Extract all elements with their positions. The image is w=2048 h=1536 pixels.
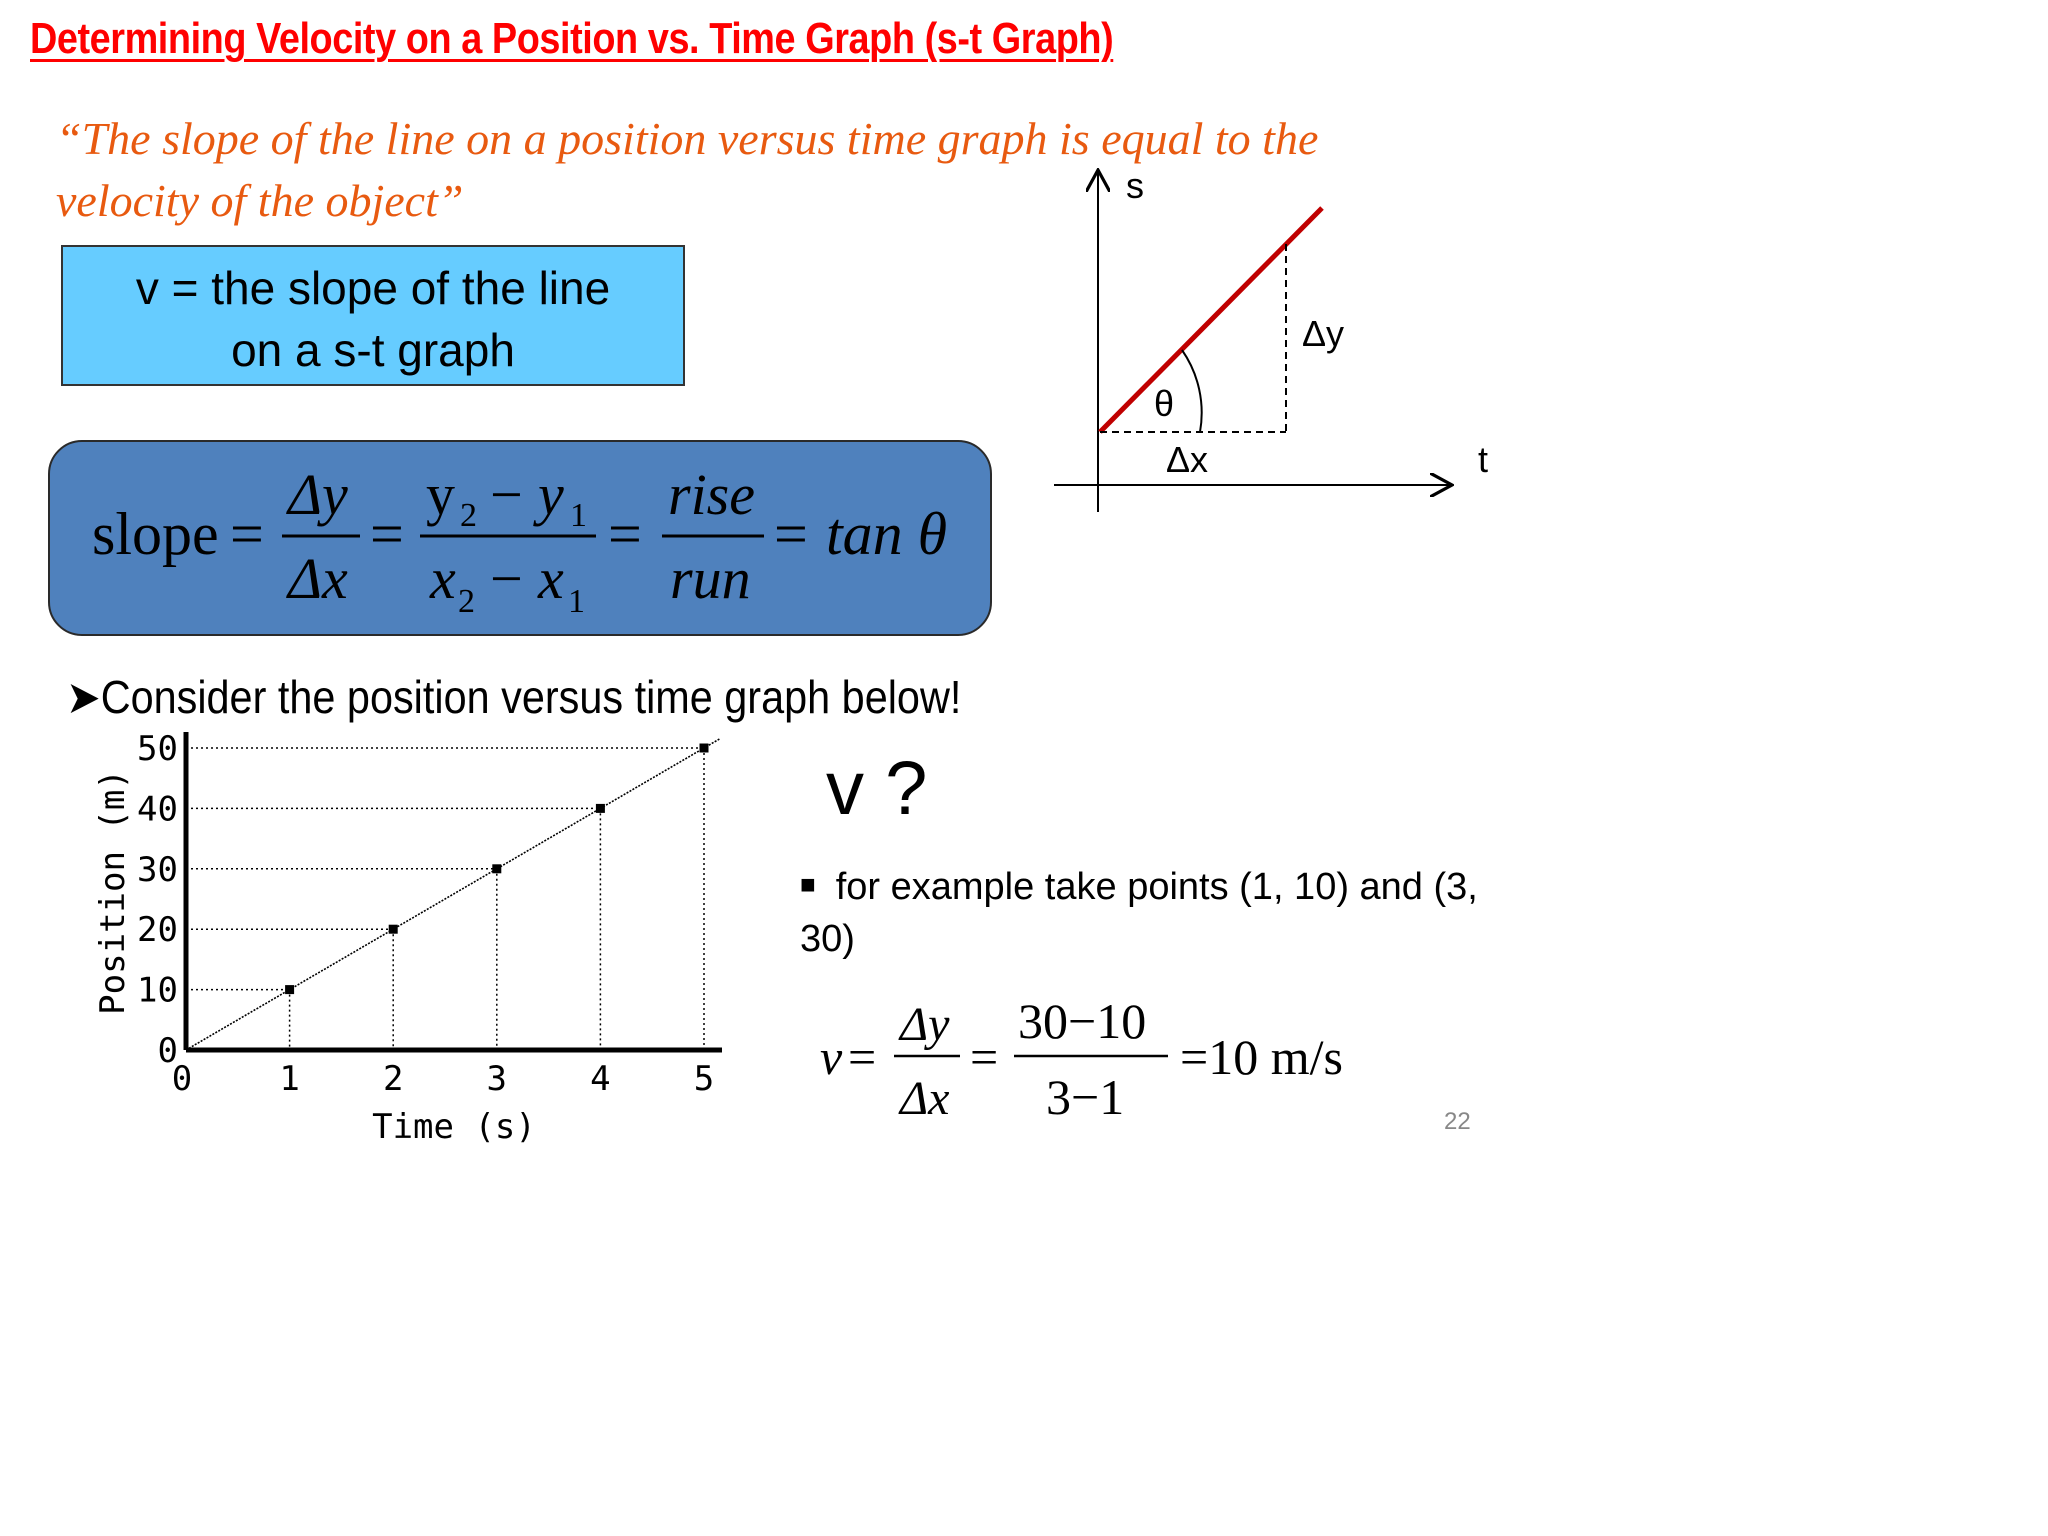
chart-point-4: [595, 803, 605, 813]
formula-delta-x: Δx: [286, 546, 348, 611]
formula-minus-2: −: [490, 546, 523, 611]
calc-delta-y: Δy: [898, 998, 950, 1051]
formula-x1-sub: 1: [568, 583, 585, 620]
slope-quote: “The slope of the line on a position ver…: [56, 113, 1319, 226]
formula-y1: y: [533, 462, 564, 527]
y-tick-label-0: 0: [158, 1031, 178, 1071]
s-axis-label: s: [1126, 165, 1144, 206]
formula-run: run: [670, 546, 751, 611]
consider-text: Consider the position versus time graph …: [100, 671, 962, 723]
theta-label: θ: [1154, 383, 1174, 424]
y-tick-label-30: 30: [137, 850, 178, 890]
formula-x2: x: [429, 546, 456, 611]
y-tick-label-40: 40: [137, 789, 178, 829]
formula-delta-y: Δy: [286, 462, 348, 527]
square-bullet-icon: ■: [800, 869, 816, 899]
velocity-calculation: v = Δy Δx = 30−10 3−1 =10 m/s: [820, 993, 1343, 1125]
x-tick-label-2: 2: [383, 1059, 403, 1099]
chart-point-1: [285, 985, 295, 995]
formula-equals-1: =: [230, 501, 264, 567]
formula-y2-sub: 2: [460, 497, 477, 534]
calc-equals-1: =: [848, 1029, 876, 1085]
slope-formula-box: slope = Δy Δx = y 2 − y 1 x 2 − x 1 = ri…: [48, 440, 992, 636]
delta-y-label: Δy: [1302, 313, 1344, 354]
chart-point-5: [699, 743, 709, 753]
arrow-bullet-icon: ➤: [66, 671, 101, 723]
calc-result: =10 m/s: [1180, 1029, 1343, 1085]
example-bullet: ■ for example take points (1, 10) and (3,…: [800, 858, 1480, 965]
formula-slope-word: slope: [92, 501, 219, 567]
calc-v: v: [820, 1029, 843, 1085]
x-tick-label-3: 3: [487, 1059, 507, 1099]
velocity-question: v ?: [826, 746, 928, 831]
x-tick-label-5: 5: [694, 1059, 714, 1099]
formula-y2: y: [426, 462, 455, 527]
slope-line: [1098, 206, 1324, 434]
chart-y-tick-labels: 0 10 20 30 40 50: [137, 729, 178, 1071]
t-axis-label: t: [1478, 439, 1488, 480]
theta-arc: [1181, 349, 1203, 433]
chart-point-3: [492, 864, 502, 874]
x-tick-label-0: 0: [172, 1059, 192, 1099]
formula-rise: rise: [668, 462, 755, 527]
formula-y1-sub: 1: [570, 497, 587, 534]
chart-series-line: [185, 738, 720, 1051]
formula-equals-4: =: [774, 501, 808, 567]
x-tick-label-1: 1: [279, 1059, 299, 1099]
slope-diagram: s t θ Δx Δy: [1054, 165, 1488, 512]
formula-minus-1: −: [490, 462, 523, 527]
calc-denominator: 3−1: [1046, 1069, 1124, 1125]
calc-equals-2: =: [970, 1029, 998, 1085]
formula-tan-theta: tan θ: [826, 501, 947, 567]
chart-point-2: [388, 924, 398, 934]
slope-formula: slope = Δy Δx = y 2 − y 1 x 2 − x 1 = ri…: [92, 462, 947, 620]
y-tick-label-10: 10: [137, 971, 178, 1011]
definition-box: v = the slope of the line on a s-t graph: [61, 245, 685, 386]
delta-x-label: Δx: [1166, 439, 1208, 480]
formula-equals-2: =: [370, 501, 404, 567]
page-title: Determining Velocity on a Position vs. T…: [30, 14, 1114, 63]
consider-line: ➤Consider the position versus time graph…: [66, 670, 961, 724]
position-time-chart: 0 10 20 30 40 50 0 1 2 3 4 5 Time (s) Position (m): [93, 729, 722, 1147]
formula-x2-sub: 2: [458, 583, 475, 620]
y-tick-label-50: 50: [137, 729, 178, 769]
calc-numerator: 30−10: [1018, 993, 1146, 1049]
chart-x-tick-labels: 0 1 2 3 4 5: [172, 1059, 714, 1099]
definition-line-2: on a s-t graph: [231, 324, 515, 376]
definition-line-1: v = the slope of the line: [135, 262, 611, 314]
y-tick-label-20: 20: [137, 910, 178, 950]
formula-equals-3: =: [608, 501, 642, 567]
calc-delta-x: Δx: [898, 1072, 949, 1125]
chart-x-axis-label: Time (s): [372, 1107, 536, 1147]
example-bullet-text: for example take points (1, 10) and (3, …: [800, 866, 1478, 960]
chart-points: [285, 743, 709, 995]
chart-y-axis-label: Position (m): [93, 769, 133, 1015]
formula-x1: x: [537, 546, 564, 611]
x-tick-label-4: 4: [590, 1059, 610, 1099]
page-number: 22: [1444, 1108, 1471, 1135]
chart-gridlines: [186, 747, 705, 1050]
